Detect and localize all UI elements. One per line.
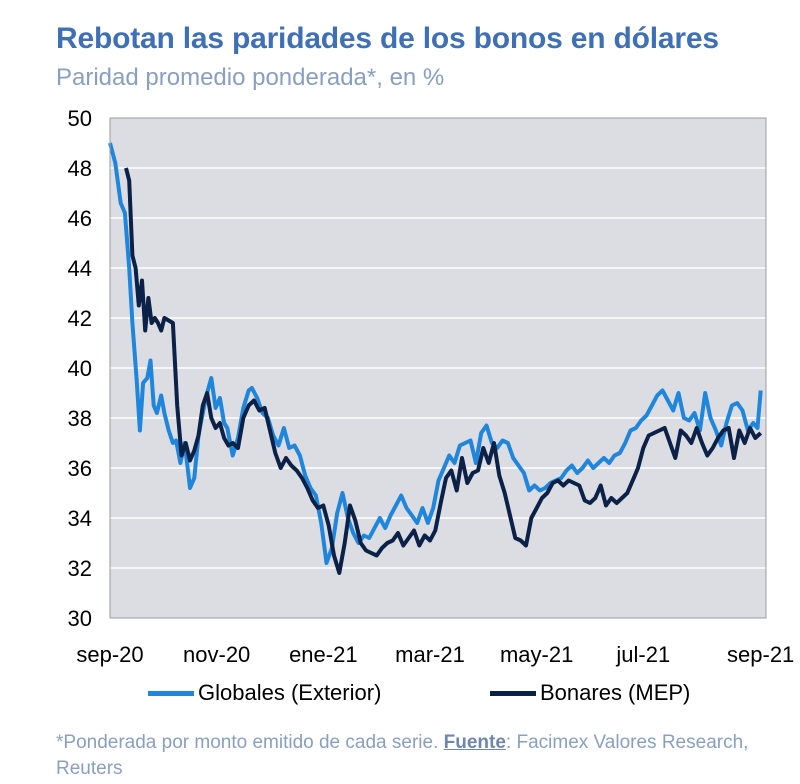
y-tick-label: 38: [68, 406, 92, 431]
legend-swatch-bonares: [490, 690, 536, 696]
legend-item-globales: Globales (Exterior): [148, 680, 381, 706]
series-lines: [108, 142, 763, 575]
footnote: *Ponderada por monto emitido de cada ser…: [56, 730, 796, 782]
source-text: : Facimex Valores Research, Reuters: [56, 732, 749, 779]
x-tick-label: mar-21: [395, 642, 465, 667]
series-line-globales: [108, 142, 763, 565]
footnote-text: *Ponderada por monto emitido de cada ser…: [56, 732, 444, 753]
x-tick-label: ene-21: [289, 642, 358, 667]
plot-border: [109, 117, 767, 619]
source-label: Fuente: [443, 732, 506, 753]
x-tick-label: jul-21: [615, 642, 670, 667]
x-axis-ticks: sep-20 nov-20 ene-21 mar-21 may-21 jul-21 sep-…: [76, 642, 794, 667]
y-tick-label: 40: [68, 356, 92, 381]
x-tick-label: may-21: [500, 642, 573, 667]
legend: Globales (Exterior) Bonares (MEP): [0, 680, 800, 714]
y-tick-label: 32: [68, 556, 92, 581]
y-tick-label: 30: [68, 606, 92, 631]
line-chart: 30 32 34 36 38 40 42 44 46 48 50 sep-20 nov-20 ene-2…: [68, 106, 795, 667]
y-tick-label: 46: [68, 206, 92, 231]
y-axis-ticks: 30 32 34 36 38 40 42 44 46 48 50: [68, 106, 92, 631]
grid-lines: [110, 167, 766, 569]
x-tick-label: sep-21: [727, 642, 794, 667]
series-line-bonares: [124, 167, 763, 575]
chart-subtitle: Paridad promedio ponderada*, en %: [56, 64, 445, 91]
x-tick-label: sep-20: [76, 642, 143, 667]
x-tick-label: nov-20: [183, 642, 250, 667]
y-tick-label: 42: [68, 306, 92, 331]
y-tick-label: 44: [68, 256, 92, 281]
legend-swatch-globales: [148, 690, 194, 696]
y-tick-label: 36: [68, 456, 92, 481]
y-tick-label: 50: [68, 106, 92, 131]
legend-item-bonares: Bonares (MEP): [490, 680, 690, 706]
legend-label-bonares: Bonares (MEP): [540, 680, 691, 705]
y-tick-label: 48: [68, 156, 92, 181]
y-tick-label: 34: [68, 506, 92, 531]
legend-label-globales: Globales (Exterior): [198, 680, 382, 705]
chart-title: Rebotan las paridades de los bonos en dó…: [56, 22, 719, 55]
